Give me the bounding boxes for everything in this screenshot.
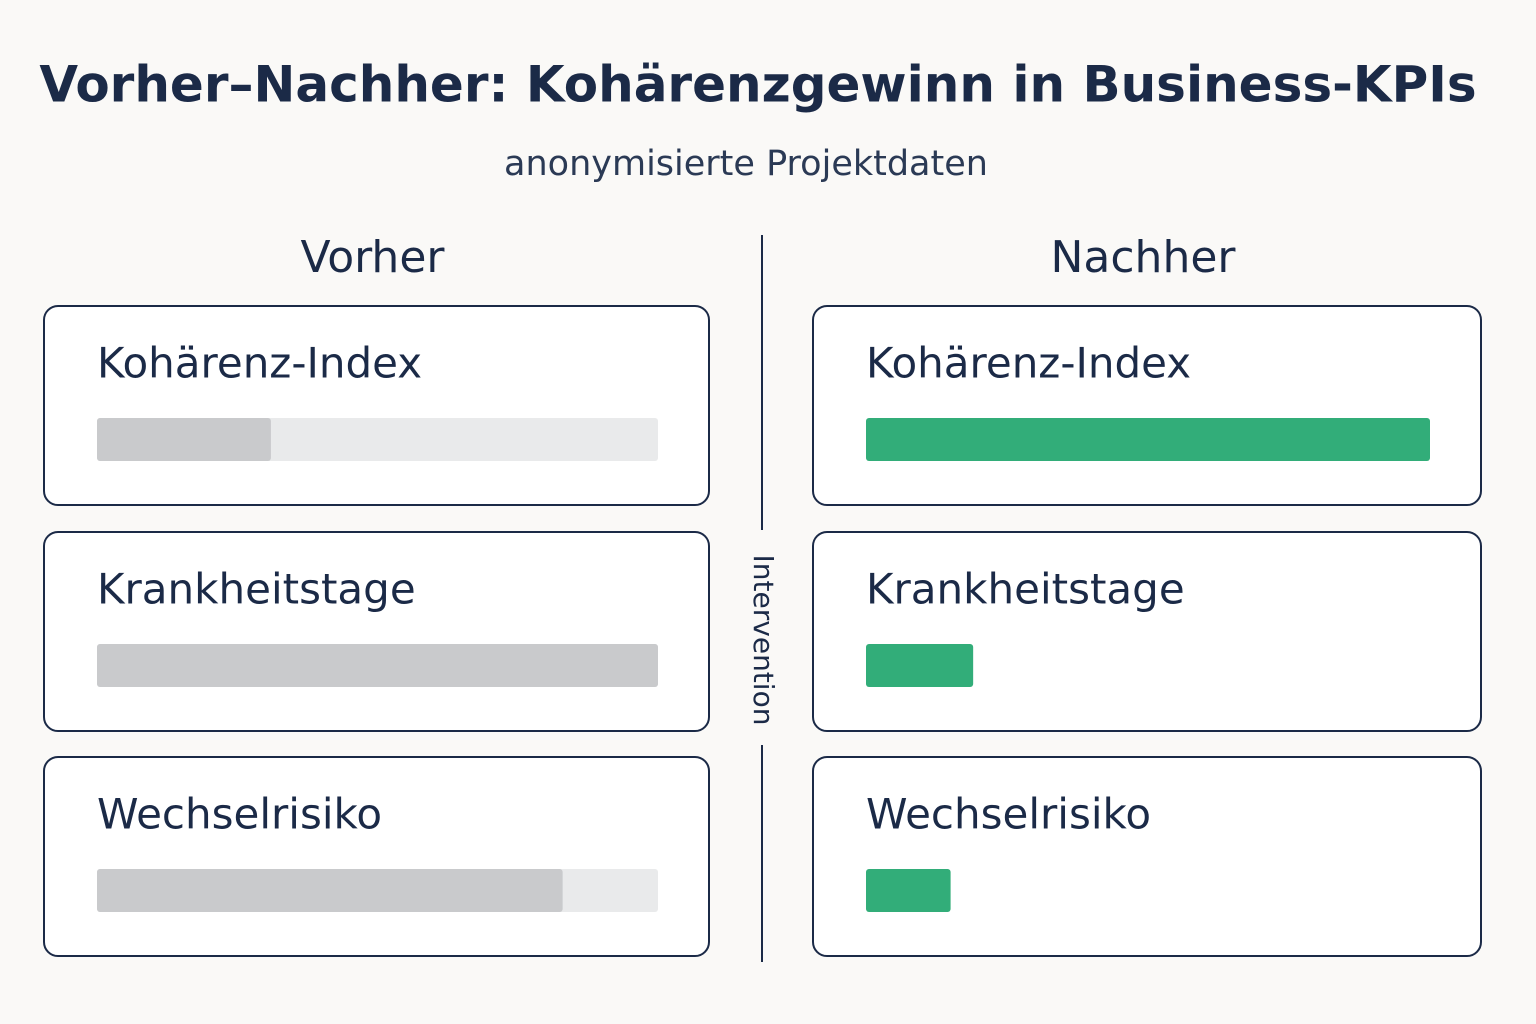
panel <box>812 756 1482 957</box>
bar <box>97 418 271 461</box>
bar <box>866 869 951 912</box>
category-label: Wechselrisiko <box>866 790 1151 839</box>
bar <box>866 418 1430 461</box>
panel <box>43 305 710 506</box>
legend-label: Nachher <box>1050 232 1236 283</box>
legend-label: Vorher <box>301 232 446 283</box>
bar <box>866 644 974 687</box>
panel <box>43 531 710 732</box>
bar <box>97 644 658 687</box>
panel <box>43 756 710 957</box>
category-label: Krankheitstage <box>97 565 416 614</box>
chart-title: Vorher–Nachher: Kohärenzgewinn in Busine… <box>39 56 1476 114</box>
category-label: Wechselrisiko <box>97 790 382 839</box>
bar <box>97 869 563 912</box>
annotation: Intervention <box>747 555 780 726</box>
panel <box>812 531 1482 732</box>
category-label: Kohärenz-Index <box>97 339 422 388</box>
panel <box>812 305 1482 506</box>
category-label: Krankheitstage <box>866 565 1185 614</box>
chart-subtitle: anonymisierte Projektdaten <box>504 144 988 184</box>
category-label: Kohärenz-Index <box>866 339 1191 388</box>
